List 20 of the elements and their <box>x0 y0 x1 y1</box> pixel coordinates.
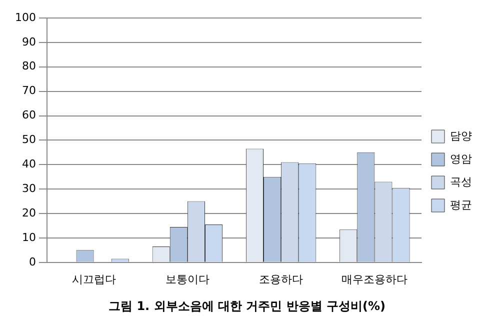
y-tick-label: 100 <box>14 10 36 24</box>
x-tick-label: 시끄럽다 <box>72 272 116 286</box>
y-tick-label: 50 <box>22 133 36 146</box>
y-tick-label: 70 <box>22 84 36 98</box>
x-tick-label: 조용하다 <box>259 272 304 286</box>
x-tick-label: 보통이다 <box>165 272 210 286</box>
y-tick-label: 30 <box>22 182 36 195</box>
legend-label: 영암 <box>450 152 472 166</box>
y-tick-label: 0 <box>28 255 36 268</box>
y-tick-label: 20 <box>22 206 36 220</box>
y-tick-label: 80 <box>22 60 36 73</box>
y-tick-label: 40 <box>22 158 36 170</box>
x-tick-label: 매우조용하다 <box>342 272 408 286</box>
text: 그림 1. 외부소음에 대한 거주민 반응별 구성비(%) <box>108 298 386 313</box>
legend-label: 곡성 <box>450 175 472 188</box>
legend-label: 평균 <box>450 198 472 212</box>
legend-label: 담양 <box>450 129 472 142</box>
y-tick-label: 10 <box>22 230 36 244</box>
y-tick-label: 60 <box>22 108 36 122</box>
y-tick-label: 90 <box>22 35 36 48</box>
